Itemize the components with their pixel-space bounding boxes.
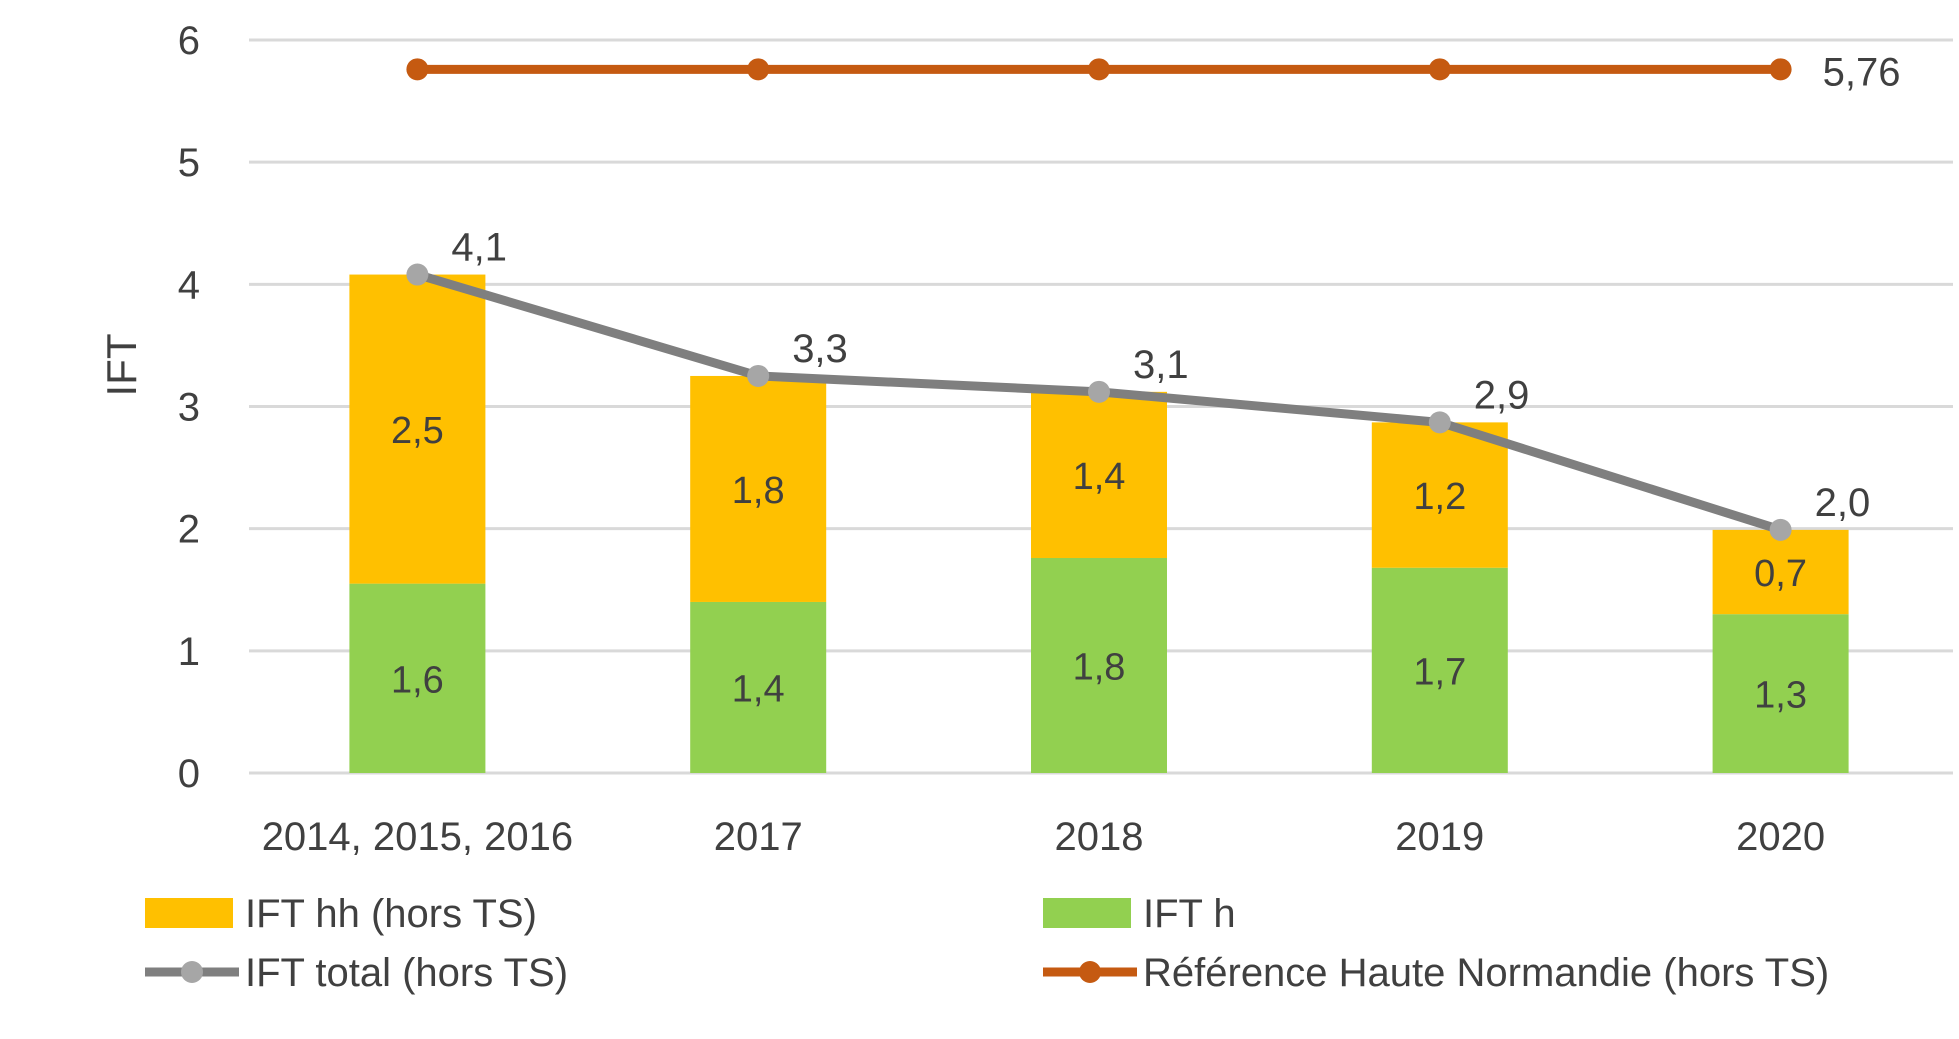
bar-value-label: 1,8: [732, 470, 785, 512]
y-axis-label: IFT: [98, 334, 145, 397]
legend-label: IFT h: [1143, 892, 1236, 936]
x-tick-label: 2014, 2015, 2016: [262, 815, 573, 859]
line-marker: [1769, 58, 1792, 81]
line-marker: [747, 58, 770, 81]
x-tick-label: 2018: [1055, 815, 1144, 859]
legend-item: Référence Haute Normandie (hors TS): [1043, 951, 1829, 995]
bar-value-label: 0,7: [1754, 553, 1807, 595]
line-marker: [1428, 58, 1451, 81]
bar-ift-h: [690, 601, 827, 773]
line-value-label: 4,1: [451, 226, 507, 270]
line-value-label: 3,3: [792, 327, 848, 371]
bar-ift-h: [1712, 614, 1849, 773]
legend-label: Référence Haute Normandie (hors TS): [1143, 951, 1829, 995]
bar-ift-hh-hors-ts-: [1031, 391, 1167, 558]
y-tick-label: 2: [178, 508, 200, 552]
bar-value-label: 1,4: [1073, 456, 1126, 498]
line-marker: [747, 364, 770, 387]
bar-value-label: 1,3: [1754, 675, 1807, 717]
y-tick-label: 0: [178, 752, 200, 796]
line-value-label: 3,1: [1133, 343, 1189, 387]
x-tick-label: 2020: [1736, 815, 1825, 859]
bar-ift-hh-hors-ts-: [1371, 422, 1508, 568]
bar-ift-hh-hors-ts-: [690, 375, 827, 602]
y-tick-label: 3: [178, 386, 200, 430]
line-marker: [1088, 380, 1110, 403]
bar-ift-hh-hors-ts-: [1712, 529, 1849, 615]
y-tick-label: 4: [178, 263, 200, 307]
bar-value-label: 1,4: [732, 668, 785, 710]
line-marker: [406, 263, 429, 286]
y-axis-ticks: 0 1 2 3 4 5 6: [178, 19, 200, 796]
x-tick-label: 2019: [1395, 815, 1484, 859]
line-value-label: 5,76: [1823, 50, 1901, 94]
legend-swatch: [1043, 898, 1131, 928]
line-marker: [1769, 518, 1792, 541]
bar-ift-h: [349, 583, 486, 773]
line-marker: [406, 58, 429, 81]
legend-label: IFT total (hors TS): [245, 951, 568, 995]
line-value-label: 2,0: [1815, 481, 1871, 525]
data-labels: 1,6 1,4 1,8 1,7 1,3 2,5 1,8 1,4 1,2 0,7 4,1 3,3 3,1 2…: [391, 50, 1900, 716]
legend-item: IFT total (hors TS): [145, 951, 568, 995]
bars: [349, 274, 1849, 773]
y-tick-label: 5: [178, 141, 200, 185]
bar-value-label: 1,2: [1413, 476, 1466, 518]
legend-marker: [1079, 961, 1101, 983]
line-marker: [1428, 411, 1451, 434]
line-marker: [1088, 58, 1110, 81]
legend-item: IFT h: [1043, 892, 1236, 936]
legend-swatch: [145, 898, 233, 928]
y-tick-label: 6: [178, 19, 200, 63]
y-tick-label: 1: [178, 630, 200, 674]
bar-value-label: 1,6: [391, 659, 444, 701]
bar-value-label: 1,7: [1413, 651, 1466, 693]
legend: IFT hh (hors TS) IFT h IFT total (hors TS)…: [145, 892, 1829, 995]
bar-value-label: 1,8: [1073, 646, 1126, 688]
x-axis-ticks: 2014, 2015, 2016 2017 2018 2019 2020: [262, 815, 1825, 859]
legend-item: IFT hh (hors TS): [145, 892, 537, 936]
bar-ift-hh-hors-ts-: [349, 274, 486, 584]
legend-label: IFT hh (hors TS): [245, 892, 537, 936]
lines: [406, 58, 1792, 541]
bar-ift-h: [1371, 567, 1508, 773]
x-tick-label: 2017: [714, 815, 803, 859]
line-value-label: 2,9: [1474, 373, 1530, 417]
bar-value-label: 2,5: [391, 410, 444, 452]
legend-marker: [181, 961, 203, 983]
bar-ift-h: [1031, 557, 1167, 773]
